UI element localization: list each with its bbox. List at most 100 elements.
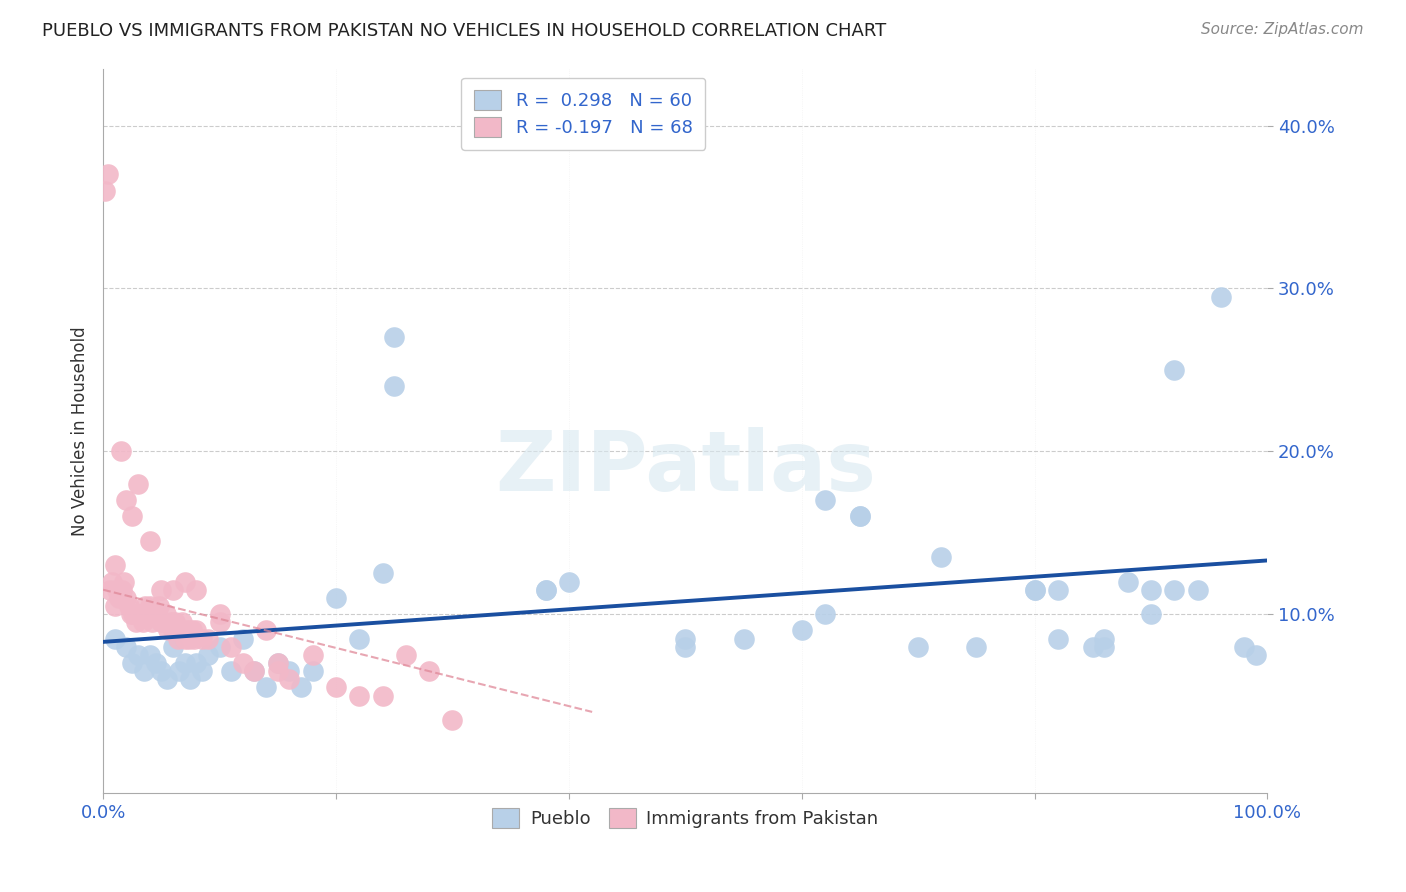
- Point: [101, 574, 124, 589]
- Point: [110, 444, 132, 458]
- Text: PUEBLO VS IMMIGRANTS FROM PAKISTAN NO VEHICLES IN HOUSEHOLD CORRELATION CHART: PUEBLO VS IMMIGRANTS FROM PAKISTAN NO VE…: [42, 22, 886, 40]
- Point: [208, 615, 231, 630]
- Point: [132, 664, 155, 678]
- Point: [115, 591, 138, 605]
- Point: [325, 681, 347, 695]
- Point: [136, 607, 159, 622]
- Y-axis label: No Vehicles in Household: No Vehicles in Household: [72, 326, 89, 536]
- Point: [132, 615, 155, 630]
- Point: [162, 640, 184, 654]
- Point: [1244, 648, 1267, 662]
- Point: [1163, 582, 1185, 597]
- Point: [122, 607, 145, 622]
- Point: [169, 624, 191, 638]
- Point: [172, 615, 194, 630]
- Point: [243, 664, 266, 678]
- Point: [156, 673, 179, 687]
- Point: [143, 607, 166, 622]
- Point: [148, 599, 170, 613]
- Point: [108, 591, 131, 605]
- Point: [173, 632, 195, 646]
- Point: [94, 184, 117, 198]
- Point: [165, 615, 187, 630]
- Point: [814, 607, 837, 622]
- Point: [179, 632, 201, 646]
- Point: [180, 624, 202, 638]
- Point: [232, 656, 254, 670]
- Point: [349, 632, 371, 646]
- Point: [183, 632, 205, 646]
- Point: [150, 664, 173, 678]
- Point: [155, 607, 177, 622]
- Point: [150, 615, 173, 630]
- Point: [162, 624, 184, 638]
- Point: [121, 509, 143, 524]
- Point: [907, 640, 929, 654]
- Point: [197, 632, 219, 646]
- Point: [134, 599, 156, 613]
- Point: [254, 681, 277, 695]
- Point: [1046, 632, 1069, 646]
- Point: [127, 648, 149, 662]
- Point: [186, 582, 208, 597]
- Point: [1233, 640, 1256, 654]
- Point: [138, 648, 160, 662]
- Point: [112, 574, 135, 589]
- Point: [121, 656, 143, 670]
- Point: [152, 615, 174, 630]
- Point: [208, 640, 231, 654]
- Point: [98, 582, 121, 597]
- Point: [104, 632, 127, 646]
- Point: [125, 615, 148, 630]
- Point: [167, 664, 190, 678]
- Point: [127, 476, 149, 491]
- Point: [186, 624, 208, 638]
- Point: [1094, 640, 1116, 654]
- Point: [267, 656, 290, 670]
- Point: [1140, 607, 1163, 622]
- Point: [115, 640, 138, 654]
- Point: [166, 632, 188, 646]
- Point: [1209, 289, 1232, 303]
- Point: [157, 624, 180, 638]
- Point: [278, 673, 301, 687]
- Point: [138, 599, 160, 613]
- Point: [382, 330, 405, 344]
- Point: [186, 656, 208, 670]
- Point: [219, 664, 242, 678]
- Point: [1140, 582, 1163, 597]
- Point: [534, 582, 557, 597]
- Point: [418, 664, 440, 678]
- Point: [814, 493, 837, 508]
- Point: [191, 664, 214, 678]
- Point: [1081, 640, 1104, 654]
- Point: [127, 607, 149, 622]
- Point: [301, 664, 323, 678]
- Text: Source: ZipAtlas.com: Source: ZipAtlas.com: [1201, 22, 1364, 37]
- Point: [104, 599, 127, 613]
- Point: [173, 574, 195, 589]
- Point: [382, 379, 405, 393]
- Point: [145, 607, 167, 622]
- Point: [176, 624, 198, 638]
- Point: [301, 648, 323, 662]
- Point: [97, 168, 120, 182]
- Point: [141, 615, 163, 630]
- Point: [115, 493, 138, 508]
- Point: [931, 550, 953, 565]
- Point: [1094, 632, 1116, 646]
- Point: [104, 558, 127, 573]
- Point: [441, 713, 464, 727]
- Point: [1187, 582, 1209, 597]
- Point: [267, 656, 290, 670]
- Point: [849, 509, 872, 524]
- Point: [129, 607, 152, 622]
- Point: [159, 615, 181, 630]
- Point: [395, 648, 418, 662]
- Point: [118, 599, 141, 613]
- Point: [673, 640, 696, 654]
- Point: [191, 632, 214, 646]
- Point: [371, 689, 394, 703]
- Legend: Pueblo, Immigrants from Pakistan: Pueblo, Immigrants from Pakistan: [485, 801, 886, 835]
- Point: [1163, 363, 1185, 377]
